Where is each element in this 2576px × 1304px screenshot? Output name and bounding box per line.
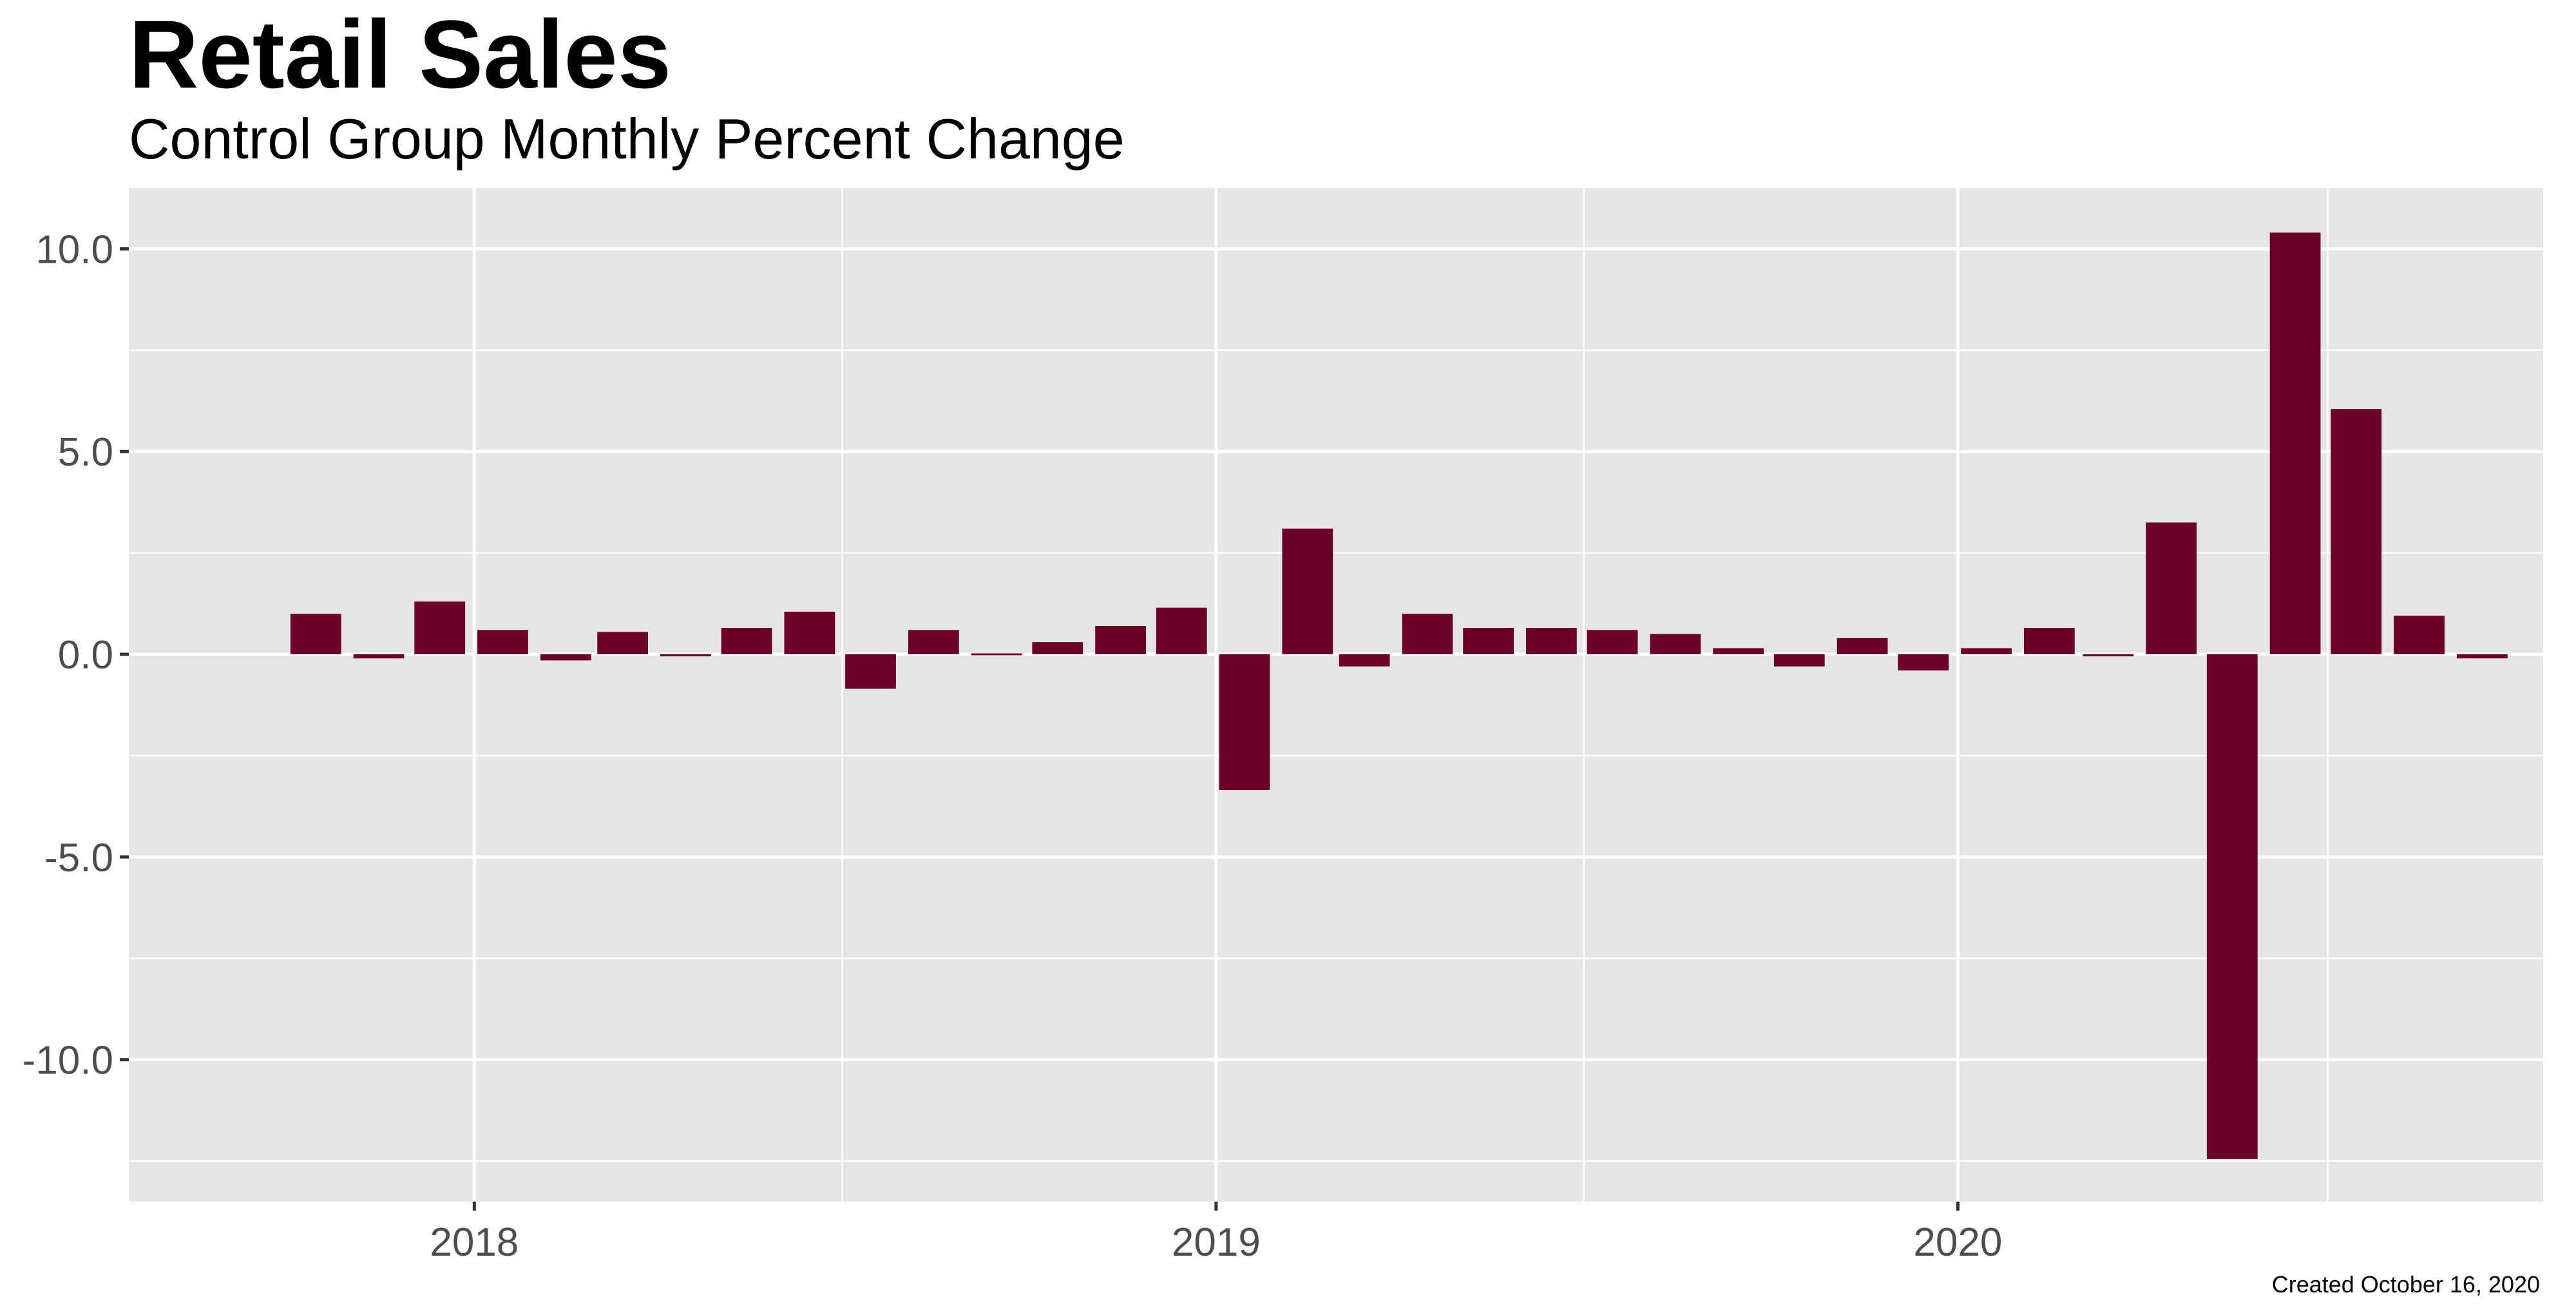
bar [1463,628,1514,655]
bar [1282,528,1333,655]
bar [540,654,591,661]
bar [353,654,405,659]
bar [1339,654,1390,666]
bar [2456,654,2508,659]
bar [1219,654,1270,790]
y-tick-label: -10.0 [23,1039,113,1083]
axes: 10.0 5.0 0.0 -5.0 -10.0 2018 2019 2020 [23,227,2003,1265]
plot-panel [129,188,2543,1202]
chart-subtitle: Control Group Monthly Percent Change [129,107,1125,171]
chart-title: Retail Sales [129,0,672,108]
bar [721,628,772,655]
bar [2331,409,2382,655]
bar [2083,654,2134,657]
x-tick-label: 2020 [1913,1220,2002,1265]
bars [290,232,2508,1159]
bar [477,630,528,655]
bar [597,632,649,655]
bar [1837,638,1888,655]
bar [1650,634,1701,655]
gridlines [129,188,2543,1202]
bar [1032,642,1083,655]
bar [784,611,835,655]
bar [1526,628,1577,655]
bar [1402,614,1453,655]
y-tick-label: 5.0 [58,430,113,475]
bar [1713,648,1764,655]
bar [414,601,466,655]
bar [908,630,959,655]
bar [1587,630,1638,655]
chart-caption: Created October 16, 2020 [2271,1271,2540,1298]
bar [660,654,711,657]
bar [2146,522,2197,655]
bar [1898,654,1949,671]
bar [1961,648,2012,655]
bar [290,614,341,655]
plot-background [129,188,2543,1202]
bar [1095,625,1146,655]
bar [1773,654,1825,666]
x-tick-label: 2018 [430,1220,519,1265]
bar [2023,628,2075,655]
bar [2269,232,2321,655]
x-tick-label: 2019 [1172,1220,1261,1265]
y-tick-label: -5.0 [44,836,113,880]
bar [2394,616,2445,655]
bar [2206,654,2258,1159]
bar [1156,607,1207,655]
y-tick-label: 10.0 [35,227,113,272]
y-tick-label: 0.0 [58,633,113,677]
bar [845,654,896,689]
bar [971,653,1022,656]
